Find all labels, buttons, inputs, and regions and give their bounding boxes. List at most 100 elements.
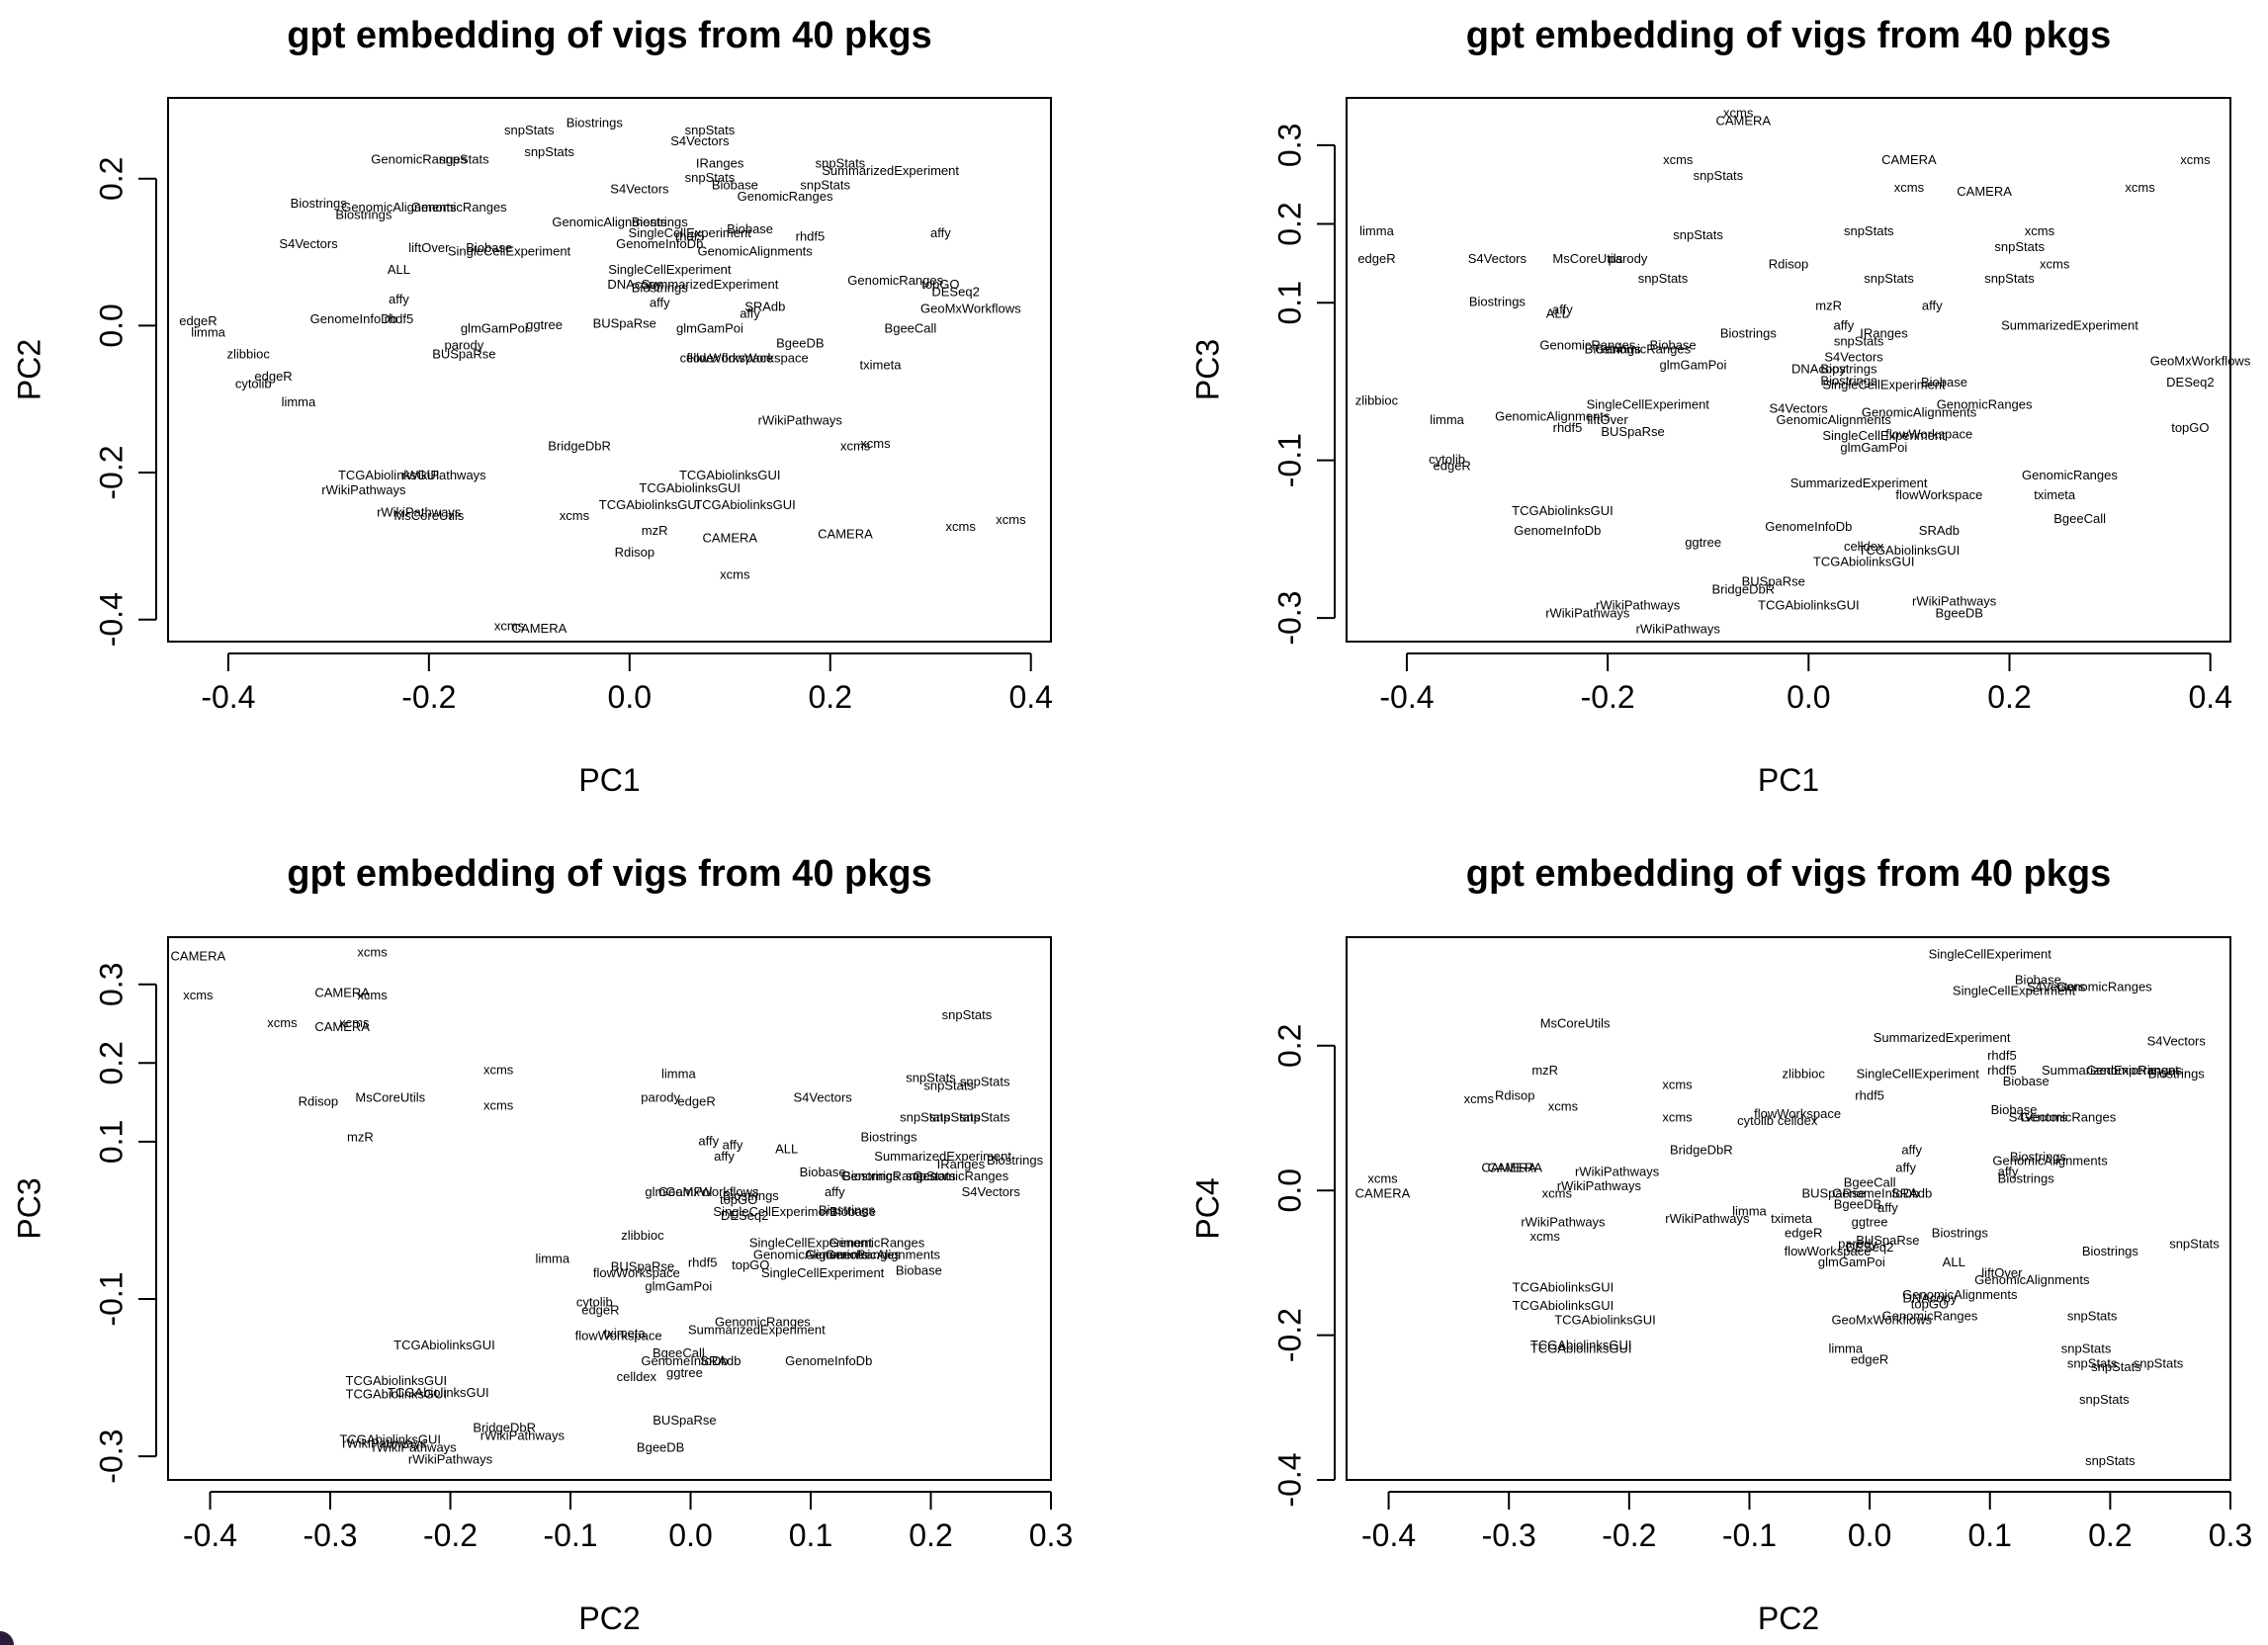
point-label: rhdf5: [1987, 1063, 2017, 1078]
point-label: rWikiPathways: [342, 1436, 427, 1451]
point-label: BUSpaRse: [653, 1413, 716, 1428]
point-label: xcms: [2125, 180, 2155, 195]
y-axis-label: PC3: [1189, 339, 1225, 400]
point-label: snpStats: [2061, 1342, 2112, 1356]
point-label: CAMERA: [314, 986, 370, 1000]
point-label: Biostrings: [1585, 342, 1642, 357]
point-label: SRAdb: [700, 1353, 741, 1368]
point-label: mzR: [1815, 299, 1842, 313]
x-tick-label: 0.2: [809, 679, 852, 715]
point-label: CAMERA: [1715, 113, 1771, 128]
point-label: S4Vectors: [2147, 1034, 2207, 1049]
point-label: liftOver: [1588, 412, 1629, 427]
point-label: snpStats: [930, 1109, 981, 1124]
point-label: Biostrings: [819, 1202, 876, 1217]
point-label: xcms: [183, 988, 214, 1002]
point-label: BridgeDbR: [548, 438, 611, 453]
point-label: rWikiPathways: [1575, 1164, 1660, 1178]
point-label: snpStats: [685, 123, 736, 137]
point-label: rWikiPathways: [1545, 606, 1630, 621]
point-label: TCGAbiolinksGUI: [1513, 1298, 1614, 1313]
point-label: snpStats: [685, 170, 736, 185]
point-label: GenomicRanges: [1539, 338, 1635, 353]
scatter-panel-2: gpt embedding of vigs from 40 pkgs -0.4 -0…: [1189, 15, 2250, 798]
point-label: BUSpaRse: [432, 347, 495, 362]
point-label: xcms: [1542, 1185, 1573, 1200]
point-label: affy: [714, 1149, 735, 1164]
x-tick-label: -0.1: [1722, 1517, 1777, 1553]
point-label: Biostrings: [842, 1169, 900, 1183]
x-tick-label: 0.0: [1787, 679, 1830, 715]
point-label: glmGamPoi: [1818, 1255, 1885, 1269]
point-label: IRanges: [696, 155, 744, 170]
point-label: CAMERA: [171, 948, 226, 963]
point-label: SingleCellExperiment: [1929, 947, 2052, 962]
point-label: IRanges: [937, 1157, 986, 1171]
point-label: CAMERA: [702, 530, 757, 545]
point-label: celldex: [617, 1369, 657, 1384]
y-axis-label: PC2: [11, 339, 46, 400]
point-label: celldex: [1844, 539, 1884, 554]
point-label: GenomicRanges: [2020, 1109, 2116, 1124]
point-label: topGO: [1911, 1296, 1949, 1311]
point-label: ALL: [1546, 306, 1569, 321]
point-label: Biobase: [2015, 972, 2061, 987]
point-label: S4Vectors: [279, 236, 338, 251]
point-label: limma: [1359, 223, 1394, 238]
point-label: snpStats: [942, 1007, 993, 1022]
point-label: BgeeDB: [1935, 606, 1982, 621]
x-tick-label: 0.3: [1029, 1517, 1073, 1553]
point-label: glmGamPoi: [645, 1184, 712, 1199]
point-label: rWikiPathways: [1557, 1178, 1642, 1193]
point-label: GenomicAlignments: [1777, 412, 1892, 427]
point-label: SingleCellExperiment: [448, 244, 571, 259]
point-label: flowWorkspace: [593, 1265, 680, 1280]
point-label: GenomicAlignments: [1974, 1272, 2090, 1287]
point-label: xcms: [2180, 152, 2211, 167]
point-label: glmGamPoi: [676, 321, 743, 336]
point-label: SingleCellExperiment: [629, 225, 752, 240]
point-label: Biobase: [800, 1165, 846, 1179]
x-tick-label: 0.3: [2209, 1517, 2252, 1553]
point-label: BgeeDB: [637, 1440, 684, 1455]
point-label: snpStats: [1984, 271, 2035, 286]
point-label: SingleCellExperiment: [1822, 428, 1946, 443]
x-tick-label: -0.2: [1602, 1517, 1656, 1553]
point-label: Biobase: [466, 240, 512, 255]
y-tick-label: -0.4: [93, 592, 129, 647]
point-label: flowWorkspace: [1754, 1106, 1841, 1121]
point-label: snpStats: [1864, 271, 1914, 286]
y-tick-label: -0.1: [1271, 433, 1307, 487]
point-label: S4Vectors: [670, 133, 730, 148]
point-label: TCGAbiolinksGUI: [679, 468, 781, 482]
point-label: cytolib: [1737, 1113, 1774, 1128]
point-label: SRAdb: [1891, 1185, 1932, 1200]
x-tick-label: 0.4: [1008, 679, 1052, 715]
point-label: affy: [1834, 318, 1855, 333]
point-label: xcms: [840, 438, 871, 453]
y-tick-label: -0.2: [1271, 1308, 1307, 1362]
point-label: GenomicAlignments: [826, 1248, 941, 1262]
point-label: BgeeCall: [885, 321, 937, 336]
point-label: GenomeInfoDb: [616, 236, 703, 251]
point-label: edgeR: [1785, 1226, 1822, 1241]
point-label: snpStats: [2067, 1309, 2118, 1324]
point-label: DNAcopy: [1791, 361, 1846, 376]
point-label: tximeta: [604, 1326, 647, 1341]
point-label: liftOver: [1981, 1265, 2023, 1280]
point-label: S4Vectors: [1824, 349, 1883, 364]
point-label: flowWorkspace: [1885, 427, 1972, 442]
point-label: GenomicAlignments: [753, 1248, 869, 1262]
point-label: Biostrings: [2148, 1067, 2206, 1082]
point-label: rhdf5: [1553, 420, 1583, 435]
point-label: Biostrings: [1998, 1171, 2055, 1186]
point-label: Rdisop: [615, 545, 654, 560]
chart-title: gpt embedding of vigs from 40 pkgs: [1466, 15, 2111, 56]
point-label: GenomicRanges: [411, 200, 507, 215]
point-label: SingleCellExperiment: [1857, 1067, 1980, 1082]
point-label: GenomicRanges: [913, 1169, 1008, 1183]
point-label: BridgeDbR: [1711, 582, 1775, 597]
point-label: SummarizedExperiment: [2042, 1063, 2179, 1078]
point-label: ggtree: [526, 317, 563, 332]
point-label: ggtree: [666, 1365, 703, 1380]
